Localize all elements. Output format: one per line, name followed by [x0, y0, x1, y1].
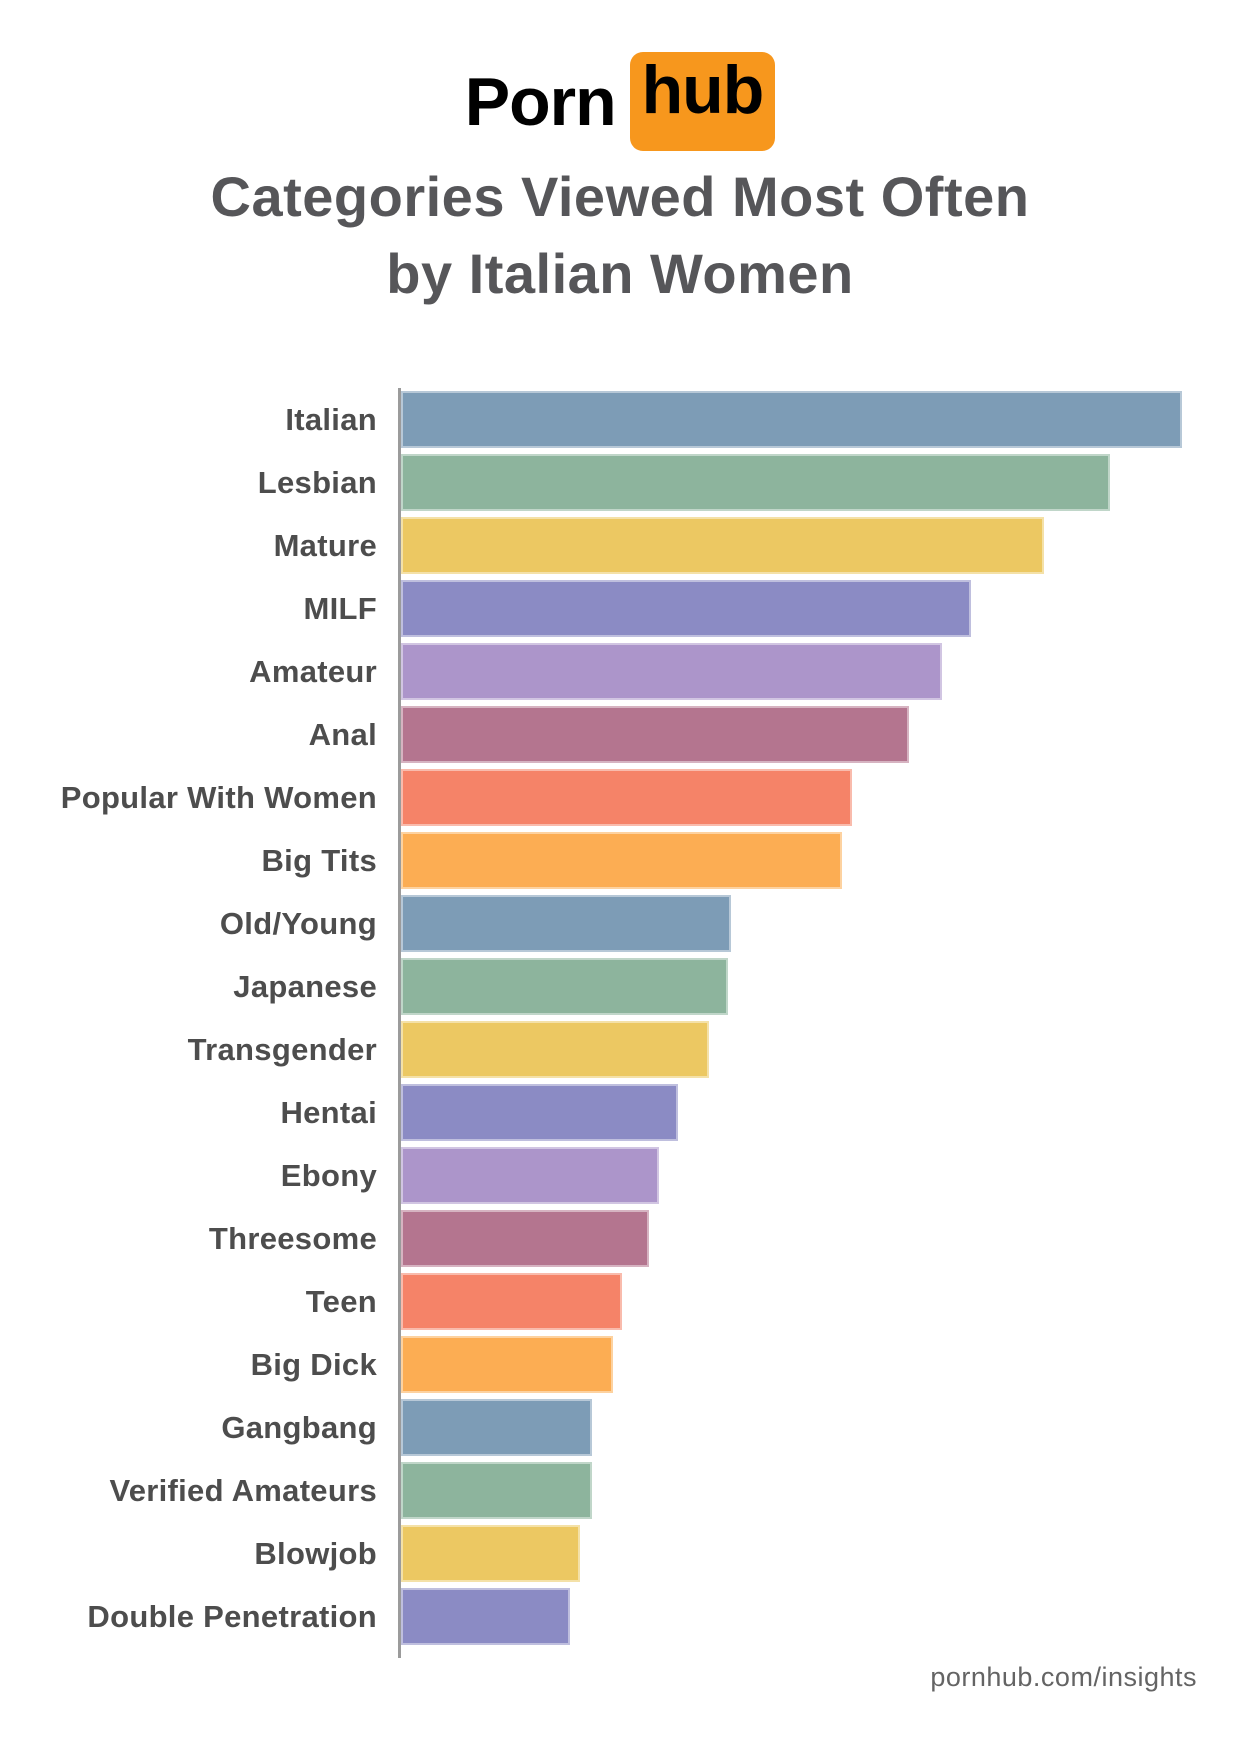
bar-label: Threesome	[208, 1220, 377, 1256]
bar-label: Double Penetration	[87, 1598, 377, 1634]
bar	[401, 1525, 580, 1582]
bar-row: Blowjob	[0, 1525, 1240, 1582]
bar-chart: Italian Lesbian Mature MILF Amateur Anal…	[0, 388, 1240, 1658]
bar-label: Blowjob	[254, 1535, 377, 1571]
bar-row: Hentai	[0, 1084, 1240, 1141]
bar-label: MILF	[303, 590, 377, 626]
bar	[401, 454, 1110, 511]
footer-url: pornhub.com/insights	[930, 1662, 1197, 1692]
bar-row: Transgender	[0, 1021, 1240, 1078]
bar-row: Lesbian	[0, 454, 1240, 511]
bar-row: Ebony	[0, 1147, 1240, 1204]
bar-row: Threesome	[0, 1210, 1240, 1267]
bar-label: Lesbian	[257, 464, 377, 500]
bar	[401, 1399, 592, 1456]
bar-label: Ebony	[280, 1157, 377, 1193]
bar-row: Verified Amateurs	[0, 1462, 1240, 1519]
bar	[401, 580, 971, 637]
bar-row: Old/Young	[0, 895, 1240, 952]
bar-row: Gangbang	[0, 1399, 1240, 1456]
bar-label: Old/Young	[219, 905, 377, 941]
bar-label: Teen	[305, 1283, 377, 1319]
bar	[401, 643, 942, 700]
bar-label: Japanese	[233, 968, 377, 1004]
bar	[401, 1336, 613, 1393]
y-axis-line	[398, 388, 401, 1658]
bar-label: Italian	[285, 401, 377, 437]
logo-hub-text: hub	[641, 52, 765, 128]
bar-label: Amateur	[249, 653, 377, 689]
bar-label: Transgender	[187, 1031, 377, 1067]
bar	[401, 769, 852, 826]
bar	[401, 832, 842, 889]
bar	[401, 517, 1044, 574]
logo-porn-text: Porn	[464, 63, 617, 140]
chart-title-line1: Categories Viewed Most Often	[210, 165, 1030, 228]
bar	[401, 1021, 709, 1078]
bar-label: Mature	[273, 527, 377, 563]
bar-row: Anal	[0, 706, 1240, 763]
bar-row: Amateur	[0, 643, 1240, 700]
bar	[401, 1210, 649, 1267]
bar	[401, 1588, 570, 1645]
bar	[401, 391, 1182, 448]
pornhub-logo: Porn hub	[0, 52, 1240, 151]
bar-label: Hentai	[280, 1094, 377, 1130]
bar-label: Gangbang	[221, 1409, 377, 1445]
bar-row: Big Dick	[0, 1336, 1240, 1393]
chart-title: Categories Viewed Most Often by Italian …	[0, 158, 1240, 312]
bar-row: Teen	[0, 1273, 1240, 1330]
bar-label: Verified Amateurs	[109, 1472, 377, 1508]
bar-row: Mature	[0, 517, 1240, 574]
bar-label: Popular With Women	[60, 779, 377, 815]
bar-row: Popular With Women	[0, 769, 1240, 826]
bar-row: Japanese	[0, 958, 1240, 1015]
bar	[401, 1273, 622, 1330]
logo-hub-box: hub	[629, 52, 776, 151]
bar-label: Big Tits	[261, 842, 377, 878]
bar	[401, 706, 909, 763]
bar-row: Big Tits	[0, 832, 1240, 889]
bar	[401, 1147, 659, 1204]
bar-row: Double Penetration	[0, 1588, 1240, 1645]
bar-label: Anal	[308, 716, 377, 752]
bar-label: Big Dick	[250, 1346, 377, 1382]
bar	[401, 1084, 678, 1141]
bar	[401, 895, 731, 952]
bars: Italian Lesbian Mature MILF Amateur Anal…	[0, 391, 1240, 1645]
bar-row: MILF	[0, 580, 1240, 637]
chart-title-line2: by Italian Women	[386, 242, 854, 305]
bar	[401, 958, 728, 1015]
bar	[401, 1462, 592, 1519]
bar-row: Italian	[0, 391, 1240, 448]
